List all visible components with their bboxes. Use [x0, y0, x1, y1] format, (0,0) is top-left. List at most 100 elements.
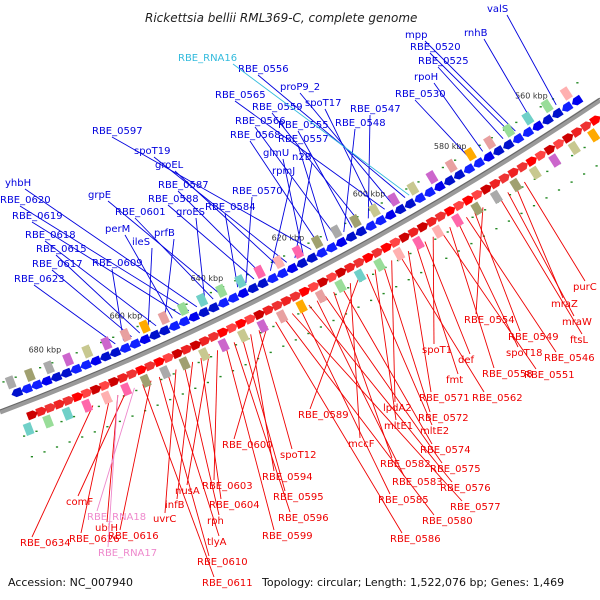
rna-gene-label: RBE_RNA18 — [87, 512, 146, 523]
forward-gene-arrow — [139, 334, 151, 345]
gene-leader-line — [142, 384, 215, 578]
forward-gene-arrow — [70, 363, 83, 374]
gene-leader-line — [245, 196, 253, 284]
forward-gene-label: RBE_0525 — [418, 56, 469, 67]
forward-gene-arrow — [345, 231, 358, 242]
gene-leader-line — [308, 304, 453, 483]
reverse-gene-label: RBE_0596 — [278, 513, 329, 524]
track-tick — [209, 291, 212, 294]
cog-box — [353, 268, 367, 283]
track-tick — [259, 332, 263, 334]
forward-gene-label: n2B — [292, 152, 312, 163]
forward-gene-leaders — [19, 14, 557, 345]
gene-leader-line — [119, 380, 152, 531]
reverse-gene-arrow — [507, 167, 519, 179]
track-tick — [454, 159, 457, 161]
cog-box — [119, 327, 132, 343]
gene-leader-line — [475, 207, 484, 315]
gene-leader-line — [167, 373, 220, 537]
track-tick — [169, 398, 172, 401]
gene-leader-line — [343, 128, 356, 233]
reverse-gene-arrow — [516, 162, 528, 173]
forward-gene-arrow — [109, 347, 122, 358]
reverse-gene-label: fmt — [446, 375, 463, 386]
track-tick — [2, 381, 5, 383]
forward-gene-arrow — [434, 180, 446, 192]
rna-gene-labels: RBE_RNA16 RBE_RNA18 RBE_RNA17 — [87, 53, 410, 559]
track-tick — [23, 435, 26, 437]
track-tick — [30, 456, 33, 458]
track-tick — [272, 325, 275, 328]
forward-gene-arrow — [473, 157, 486, 168]
cog-box — [368, 203, 381, 218]
forward-gene-label: RBE_0566 — [235, 116, 286, 127]
forward-gene-label: prfB — [154, 228, 175, 239]
cog-box — [548, 153, 562, 168]
track-tick — [283, 255, 286, 257]
reverse-gene-label: uvrC — [153, 514, 176, 525]
track-tick — [269, 351, 272, 354]
forward-gene-arrow — [394, 203, 407, 215]
kbp-label: 620 kbp — [272, 233, 305, 242]
cog-box — [256, 318, 269, 334]
gene-leader-line — [449, 226, 495, 369]
forward-gene-label: RBE_0557 — [278, 134, 329, 145]
gene-leader-line — [163, 238, 175, 323]
gene-leader-line — [282, 158, 304, 254]
cog-box — [502, 123, 516, 138]
gene-leader-line — [124, 234, 173, 319]
forward-gene-arrow — [188, 311, 201, 322]
cog-box — [178, 356, 191, 371]
forward-gene-label: RBE_0615 — [36, 244, 87, 255]
gene-leader-line — [325, 296, 443, 464]
reverse-gene-arrow — [334, 267, 347, 278]
forward-gene-arrow — [90, 355, 102, 366]
reverse-gene-arrow — [189, 340, 202, 351]
rna-gene-label: RBE_RNA16 — [178, 53, 237, 64]
track-tick — [210, 356, 213, 358]
cog-box — [463, 146, 477, 162]
track-tick — [194, 387, 197, 389]
reverse-gene-label: mltE1 — [384, 421, 413, 432]
forward-gene-label: RBE_0618 — [25, 230, 76, 241]
cog-box — [451, 213, 464, 228]
gene-leader-line — [341, 287, 433, 445]
track-tick — [60, 420, 63, 423]
gene-leader-line — [250, 334, 275, 472]
reverse-gene-arrow — [207, 331, 220, 343]
forward-gene-arrow — [40, 375, 53, 386]
track-tick — [181, 393, 184, 395]
gene-leader-line — [51, 269, 132, 338]
reverse-gene-label: mltE2 — [420, 426, 449, 437]
gene-leader-line — [432, 236, 435, 345]
forward-gene-arrow — [217, 297, 230, 308]
track-tick — [172, 373, 175, 375]
gene-leader-line — [367, 114, 371, 219]
forward-gene-label: RBE_0601 — [115, 207, 166, 218]
track-tick — [457, 250, 460, 252]
cog-box — [81, 344, 94, 359]
gene-leader-line — [333, 291, 393, 459]
reverse-gene-arrow — [180, 344, 193, 355]
cog-box — [334, 278, 347, 294]
forward-gene-label: grpE — [88, 190, 111, 201]
feature-tracks — [4, 86, 600, 437]
track-tick — [81, 436, 84, 438]
cog-box — [100, 390, 113, 405]
gene-leader-line — [474, 212, 521, 332]
reverse-gene-arrow — [543, 144, 556, 156]
forward-gene-label: perM — [105, 224, 130, 235]
reverse-gene-arrow — [234, 318, 247, 330]
cog-box — [559, 86, 573, 101]
reverse-gene-arrow — [289, 291, 302, 302]
track-tick — [357, 306, 360, 308]
reverse-gene-label: ubiH — [95, 523, 118, 534]
forward-gene-arrow — [11, 387, 24, 398]
reverse-gene-label: RBE_0600 — [222, 440, 273, 451]
cog-box — [291, 244, 305, 260]
gene-leader-line — [213, 350, 218, 481]
reverse-gene-label: RBE_0594 — [262, 472, 313, 483]
gene-leader-line — [441, 231, 537, 370]
gene-leader-line — [483, 38, 533, 121]
